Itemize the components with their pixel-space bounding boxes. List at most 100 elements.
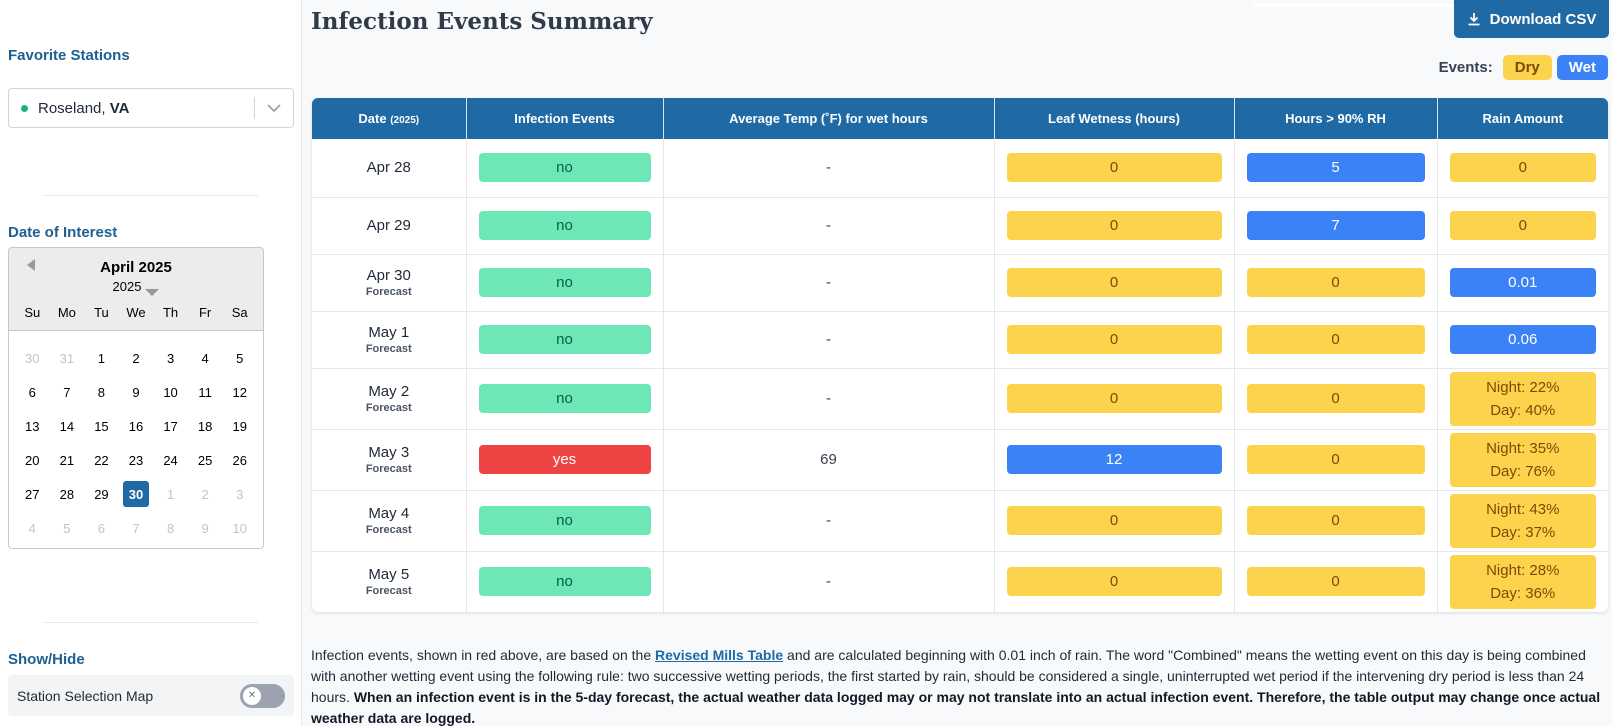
- calendar-day[interactable]: 7: [63, 384, 71, 400]
- station-map-toggle[interactable]: ✕: [240, 683, 285, 708]
- station-map-toggle-row: Station Selection Map ✕: [8, 675, 294, 716]
- calendar-day[interactable]: 27: [25, 486, 40, 502]
- revised-mills-table-link[interactable]: Revised Mills Table: [655, 647, 784, 663]
- calendar-day[interactable]: 15: [94, 418, 109, 434]
- header-rh-hours: Hours > 90% RH: [1234, 98, 1438, 139]
- rain-amount-pill: 0: [1449, 153, 1596, 183]
- header-infection-events: Infection Events: [466, 98, 664, 139]
- calendar-day[interactable]: 4: [201, 350, 209, 366]
- rain-cell: 0.06: [1437, 311, 1608, 369]
- infection-cell: no: [466, 311, 664, 369]
- date-cell: May 4 Forecast: [312, 490, 467, 552]
- date-cell: Apr 28: [312, 139, 467, 198]
- calendar-day[interactable]: 21: [59, 452, 75, 468]
- rain-forecast-pill: Night: 28% Day: 36%: [1449, 554, 1596, 609]
- calendar-day[interactable]: 24: [163, 452, 178, 468]
- table-row: May 5 Forecast no - 0 0 Night: 28% Day: 36…: [312, 551, 1608, 612]
- calendar-day[interactable]: 31: [59, 350, 75, 366]
- calendar-day[interactable]: 14: [59, 418, 75, 434]
- calendar-day[interactable]: 11: [198, 384, 212, 400]
- rh-hours-cell: 0: [1234, 429, 1438, 491]
- date-cell: May 1 Forecast: [312, 311, 467, 369]
- calendar-day[interactable]: 5: [236, 350, 244, 366]
- calendar-day[interactable]: 1: [97, 350, 106, 366]
- calendar-day[interactable]: 8: [97, 384, 106, 400]
- avg-temp-cell: -: [663, 368, 995, 430]
- infection-pill: no: [478, 384, 651, 413]
- calendar-day[interactable]: 16: [128, 418, 144, 434]
- weekday-label: Fr: [198, 305, 212, 320]
- prev-month-icon[interactable]: [27, 259, 35, 271]
- calendar-day[interactable]: 3: [166, 350, 175, 366]
- page-title: Infection Events Summary: [311, 8, 653, 35]
- calendar-day[interactable]: 25: [197, 452, 213, 468]
- download-csv-button[interactable]: Download CSV: [1454, 0, 1609, 38]
- calendar-day[interactable]: 10: [163, 384, 178, 400]
- calendar-day[interactable]: 12: [232, 384, 247, 400]
- rh-hours-pill: 7: [1246, 211, 1425, 240]
- sidebar-divider: [43, 195, 258, 196]
- weekday-label: We: [126, 305, 146, 320]
- calendar-day[interactable]: 17: [163, 418, 178, 434]
- calendar-day[interactable]: 6: [28, 384, 36, 400]
- calendar-day[interactable]: 8: [166, 520, 175, 536]
- calendar-day[interactable]: 29: [94, 486, 109, 502]
- station-map-toggle-label: Station Selection Map: [17, 687, 154, 704]
- calendar-day[interactable]: 5: [63, 520, 71, 536]
- leaf-wetness-cell: 0: [994, 490, 1235, 552]
- rain-cell: Night: 43% Day: 37%: [1437, 490, 1608, 552]
- table-row: Apr 28 no - 0 5 0: [312, 139, 1608, 198]
- download-csv-label: Download CSV: [1489, 10, 1597, 28]
- header-date: Date (2025): [312, 98, 467, 139]
- leaf-wetness-pill: 0: [1006, 211, 1222, 240]
- avg-temp-cell: -: [663, 490, 995, 552]
- rain-forecast-pill: Night: 43% Day: 37%: [1449, 493, 1596, 548]
- infection-cell: no: [466, 254, 664, 312]
- date-cell: Apr 29: [312, 197, 467, 255]
- rain-cell: Night: 22% Day: 40%: [1437, 368, 1608, 430]
- rain-cell: 0: [1437, 197, 1608, 255]
- calendar-day[interactable]: 1: [166, 486, 175, 502]
- table-row: Apr 30 Forecast no - 0 0 0.01: [312, 254, 1608, 312]
- calendar-year-select[interactable]: 2025: [9, 279, 263, 296]
- calendar-day[interactable]: 9: [132, 384, 140, 400]
- calendar-day[interactable]: 23: [128, 452, 144, 468]
- calendar-day[interactable]: 18: [197, 418, 213, 434]
- date-of-interest-heading: Date of Interest: [8, 224, 118, 241]
- rh-hours-cell: 0: [1234, 490, 1438, 552]
- table-header-row: Date (2025) Infection Events Average Tem…: [312, 98, 1608, 139]
- calendar-day-selected[interactable]: 30: [119, 477, 154, 511]
- rh-hours-pill: 0: [1246, 268, 1425, 297]
- calendar-day[interactable]: 20: [25, 452, 40, 468]
- station-select[interactable]: Roseland, VA: [8, 88, 294, 128]
- table-row: Apr 29 no - 0 7 0: [312, 197, 1608, 255]
- calendar-day[interactable]: 4: [28, 520, 36, 536]
- calendar-day[interactable]: 28: [59, 486, 75, 502]
- calendar-day[interactable]: 2: [201, 486, 209, 502]
- rain-cell: Night: 28% Day: 36%: [1437, 551, 1608, 612]
- calendar-day[interactable]: 13: [25, 418, 40, 434]
- table-row: May 1 Forecast no - 0 0 0.06: [312, 311, 1608, 369]
- calendar-day[interactable]: 26: [232, 452, 247, 468]
- weekday-label: Th: [162, 305, 179, 320]
- calendar-day[interactable]: 30: [25, 350, 40, 366]
- year-dropdown-icon[interactable]: [145, 289, 160, 296]
- infection-pill: no: [478, 153, 651, 183]
- rh-hours-cell: 0: [1234, 254, 1438, 312]
- rain-cell: Night: 35% Day: 76%: [1437, 429, 1608, 491]
- calendar-day[interactable]: 19: [232, 418, 247, 434]
- calendar-day[interactable]: 10: [232, 520, 247, 536]
- calendar-day[interactable]: 3: [236, 486, 244, 502]
- calendar-day[interactable]: 7: [132, 520, 140, 536]
- date-cell: May 2 Forecast: [312, 368, 467, 430]
- calendar-day[interactable]: 9: [201, 520, 209, 536]
- calendar-day[interactable]: 22: [94, 452, 109, 468]
- infection-cell: no: [466, 139, 664, 198]
- calendar-day[interactable]: 2: [132, 350, 140, 366]
- rain-cell: 0.01: [1437, 254, 1608, 312]
- avg-temp-cell: -: [663, 551, 995, 612]
- legend-label: Events:: [1438, 59, 1493, 76]
- chevron-down-icon[interactable]: [255, 103, 293, 113]
- leaf-wetness-pill: 12: [1006, 445, 1222, 474]
- calendar-day[interactable]: 6: [97, 520, 106, 536]
